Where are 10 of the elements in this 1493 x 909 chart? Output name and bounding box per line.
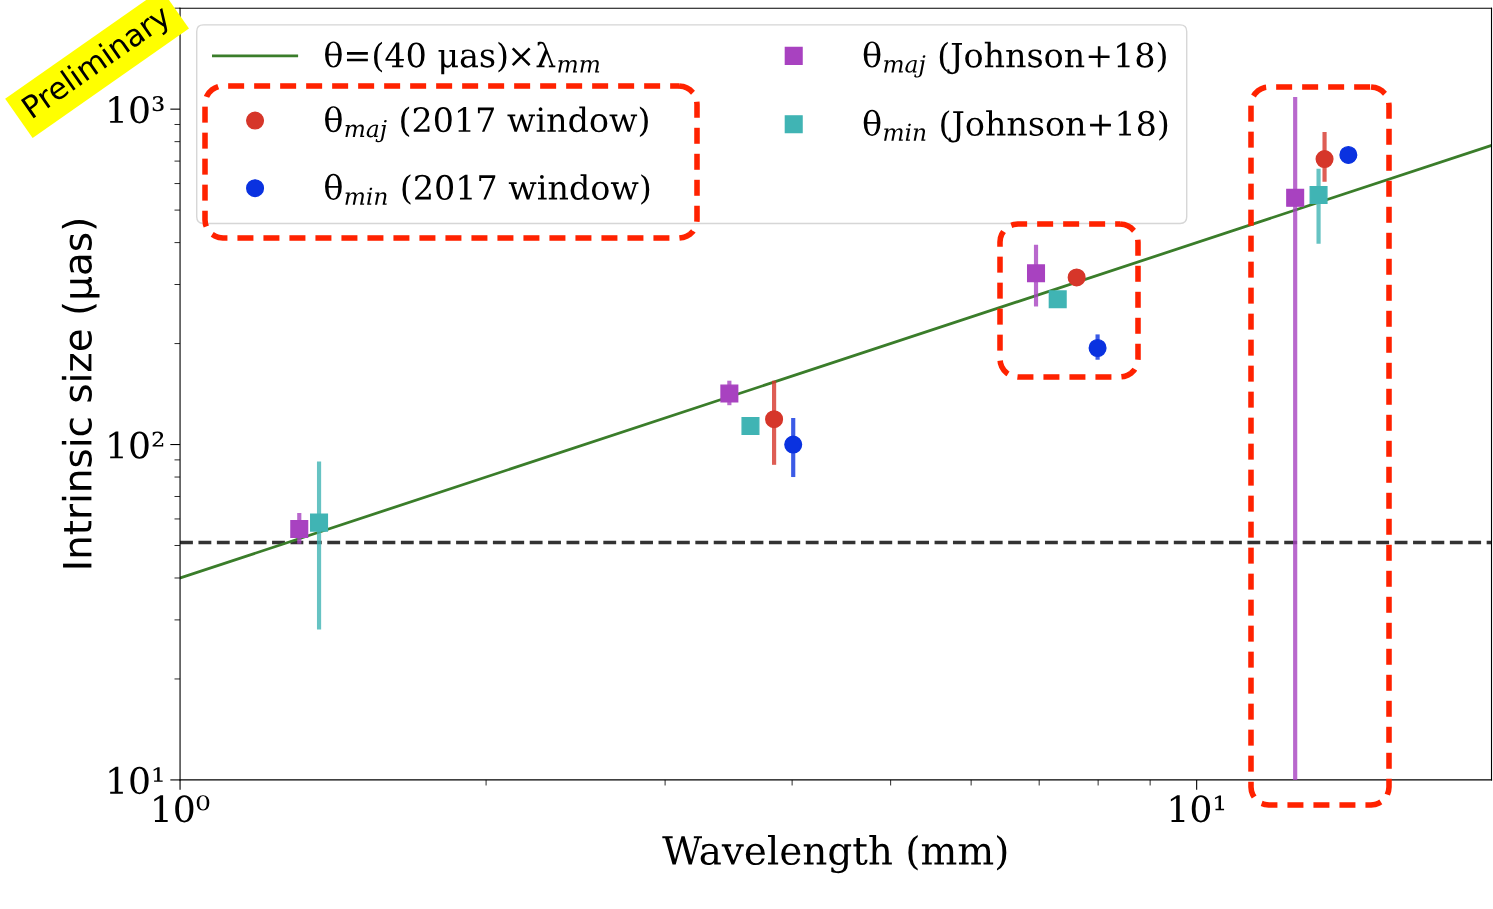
legend-label: θ=(40 μas)×λ$_{mm}$	[325, 41, 600, 75]
y-tick-label: 10²	[109, 431, 164, 459]
y-axis-title: Intrinsic size (μas)	[61, 220, 100, 568]
y-tick-label: 10¹	[109, 766, 163, 795]
legend-label: θ$_{maj}$ (2017 window)	[325, 106, 648, 143]
x-axis-title: Wavelength (mm)	[662, 835, 1007, 874]
legend-label: θ$_{min}$ (Johnson+18)	[863, 109, 1168, 143]
legend-label: θ$_{maj}$ (Johnson+18)	[863, 41, 1166, 78]
legend-label: θ$_{min}$ (2017 window)	[325, 173, 650, 205]
x-tick-label: 10⁰	[154, 795, 210, 823]
